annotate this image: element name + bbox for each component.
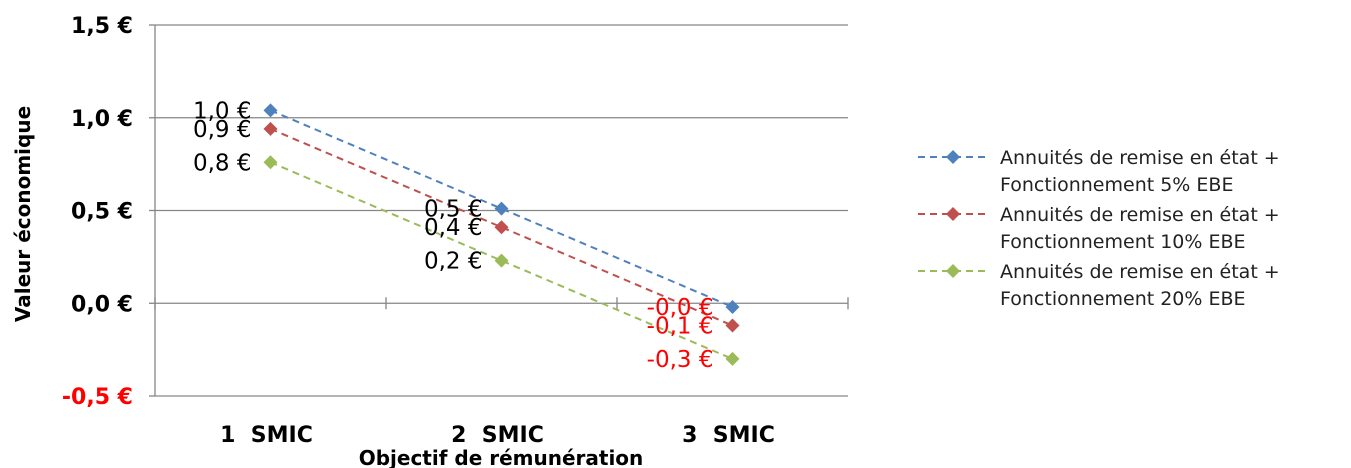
data-label: 1,0 € xyxy=(193,98,252,124)
legend-label: Fonctionnement 5% EBE xyxy=(1000,174,1233,196)
data-label: 0,8 € xyxy=(193,150,252,176)
data-label: 0,4 € xyxy=(424,215,483,241)
data-label: -0,0 € xyxy=(647,295,714,321)
data-label: -0,3 € xyxy=(647,347,714,373)
data-label: -0,1 € xyxy=(647,314,714,340)
y-tick-label: 1,0 € xyxy=(71,107,133,132)
data-point xyxy=(725,318,740,333)
data-point xyxy=(263,121,278,136)
y-tick-label: 1,5 € xyxy=(71,14,133,39)
legend-label: Annuités de remise en état + xyxy=(1000,261,1280,283)
data-label: 0,5 € xyxy=(424,197,483,223)
y-tick-label: 0,5 € xyxy=(71,200,133,225)
y-tick-labels: 1,5 € 1,0 € 0,5 € 0,0 € -0,5 € xyxy=(62,14,133,410)
x-tick-label: 1 SMIC xyxy=(220,423,313,448)
legend-label: Fonctionnement 10% EBE xyxy=(1000,231,1246,253)
x-tick-label: 3 SMIC xyxy=(682,423,775,448)
legend-label: Fonctionnement 20% EBE xyxy=(1000,288,1246,310)
data-point xyxy=(494,253,509,268)
legend-marker xyxy=(946,264,960,278)
data-label: 0,2 € xyxy=(424,249,483,275)
y-tick-label: -0,5 € xyxy=(62,385,133,410)
y-axis-title: Valeur économique xyxy=(11,106,35,322)
data-point xyxy=(494,220,509,235)
legend-marker xyxy=(946,207,960,221)
legend: Annuités de remise en état + Fonctionneme… xyxy=(918,147,1280,310)
x-axis-title: Objectif de rémunération xyxy=(359,446,644,468)
series-group xyxy=(263,103,740,366)
data-point xyxy=(725,299,740,314)
legend-marker xyxy=(946,150,960,164)
data-point xyxy=(494,201,509,216)
data-point xyxy=(263,155,278,170)
data-point xyxy=(263,103,278,118)
legend-label: Annuités de remise en état + xyxy=(1000,204,1280,226)
data-labels-group: 1,0 € 0,5 € -0,0 € 0,9 € 0,4 € -0,1 € 0,8 € 0,2… xyxy=(193,98,714,373)
x-tick-labels: 1 SMIC 2 SMIC 3 SMIC xyxy=(220,423,775,448)
data-label: 0,9 € xyxy=(193,117,252,143)
x-tick-label: 2 SMIC xyxy=(451,423,544,448)
y-tick-label: 0,0 € xyxy=(71,292,133,317)
legend-label: Annuités de remise en état + xyxy=(1000,147,1280,169)
data-point xyxy=(725,351,740,366)
